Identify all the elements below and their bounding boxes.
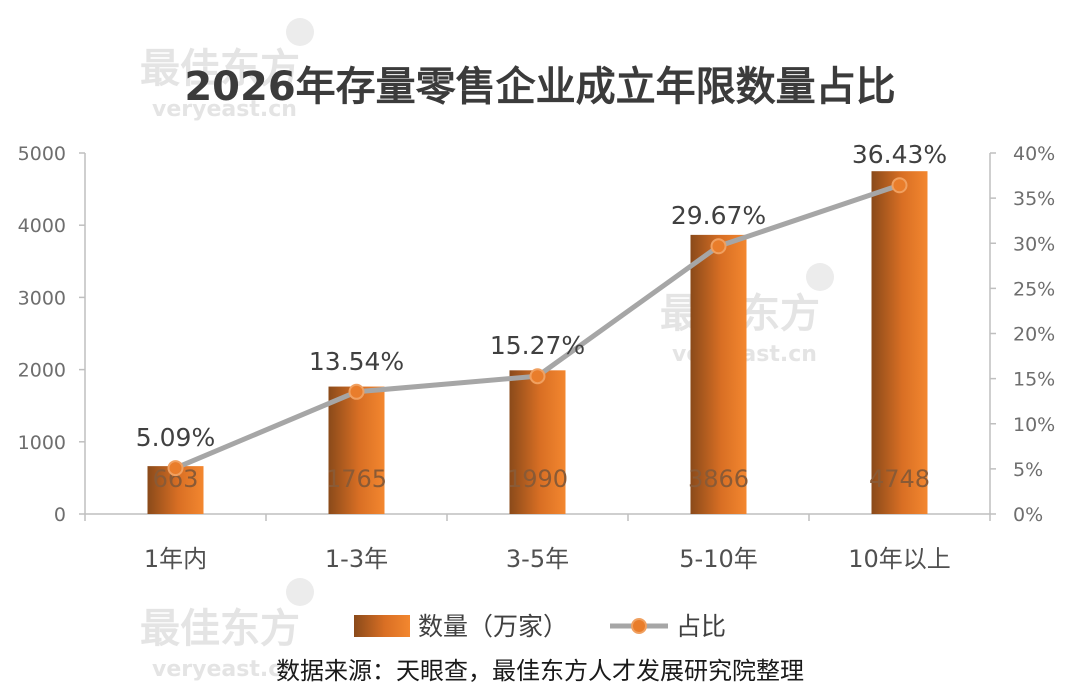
right-tick-label: 0%: [1013, 504, 1043, 526]
left-tick-label: 5000: [18, 143, 66, 165]
chart-title: 2026年存量零售企业成立年限数量占比: [184, 64, 895, 110]
legend-label-line: 占比: [676, 612, 726, 641]
line-series: [167, 177, 908, 477]
bar: [509, 370, 566, 514]
right-tick-label: 30%: [1013, 233, 1055, 255]
bar-value-labels: 663 1765 1990 3866 4748: [153, 465, 930, 493]
legend-swatch-marker: [631, 618, 647, 634]
right-tick-label: 40%: [1013, 143, 1055, 165]
right-axis-ticks: 0% 5% 10% 15% 20% 25% 30% 35% 40%: [990, 143, 1055, 526]
x-tick-label: 5-10年: [679, 545, 757, 573]
svg-text:veryeast.cn: veryeast.cn: [152, 97, 297, 122]
line-value-label: 5.09%: [136, 423, 215, 452]
svg-text:veryeast.cn: veryeast.cn: [152, 657, 297, 682]
x-tick-label: 10年以上: [848, 545, 951, 573]
right-tick-label: 25%: [1013, 278, 1055, 300]
left-tick-label: 0: [54, 504, 66, 526]
bar: [690, 234, 747, 514]
bar-value-label: 3866: [688, 465, 749, 493]
bar-value-label: 1765: [326, 465, 387, 493]
line-value-label: 13.54%: [309, 347, 404, 376]
right-tick-label: 10%: [1013, 414, 1055, 436]
bar-value-label: 1990: [507, 465, 568, 493]
line-point: [529, 368, 546, 385]
svg-text:最佳东方: 最佳东方: [140, 606, 300, 652]
left-tick-label: 1000: [18, 432, 66, 454]
x-tick-label: 1年内: [144, 545, 207, 573]
bar: [328, 386, 385, 514]
line-value-label: 29.67%: [671, 201, 766, 230]
legend: 数量（万家） 占比: [354, 612, 726, 641]
line-value-label: 15.27%: [490, 331, 585, 360]
x-tick-label: 3-5年: [506, 545, 569, 573]
svg-text:最佳东方: 最佳东方: [140, 46, 300, 92]
left-tick-label: 2000: [18, 360, 66, 382]
line-point: [710, 238, 727, 255]
right-tick-label: 15%: [1013, 369, 1055, 391]
left-tick-label: 4000: [18, 215, 66, 237]
source-note: 数据来源：天眼查，最佳东方人才发展研究院整理: [276, 657, 804, 685]
line-point: [348, 383, 365, 400]
bar: [871, 171, 928, 514]
x-axis-ticks: 1年内 1-3年 3-5年 5-10年 10年以上: [84, 514, 991, 573]
line-value-labels: 5.09% 13.54% 15.27% 29.67% 36.43%: [136, 140, 947, 452]
right-tick-label: 35%: [1013, 188, 1055, 210]
line-value-label: 36.43%: [852, 140, 947, 169]
line-point: [891, 177, 908, 194]
right-tick-label: 20%: [1013, 324, 1055, 346]
legend-swatch-bar: [354, 615, 410, 637]
x-tick-label: 1-3年: [325, 545, 388, 573]
left-tick-label: 3000: [18, 287, 66, 309]
bar-value-label: 4748: [869, 465, 930, 493]
bar-series: [147, 171, 928, 514]
line-point: [167, 460, 184, 477]
legend-label-bar: 数量（万家）: [418, 612, 568, 641]
right-tick-label: 5%: [1013, 459, 1043, 481]
left-axis-ticks: 0 1000 2000 3000 4000 5000: [18, 143, 85, 526]
